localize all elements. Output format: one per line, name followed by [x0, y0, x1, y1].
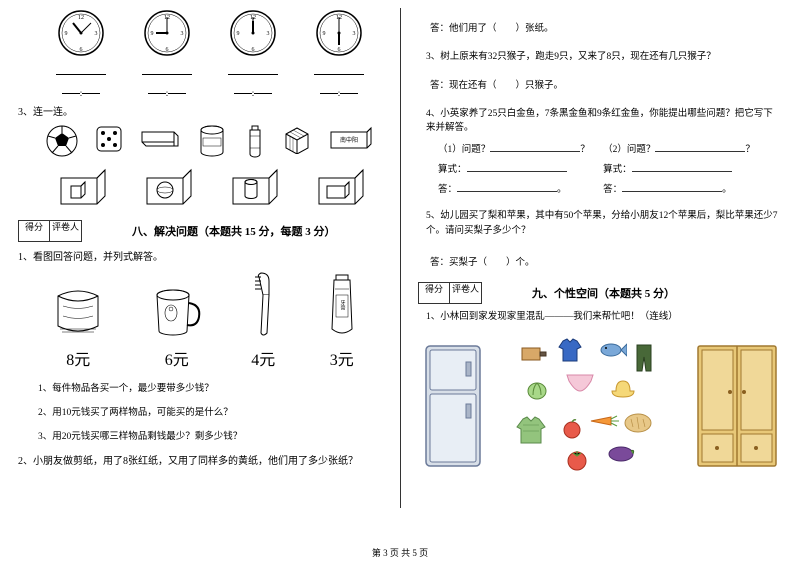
formula-label-2: 算式：: [603, 165, 632, 175]
fridge-icon: [418, 342, 488, 472]
open-box-cube-icon: [53, 164, 109, 208]
towel-icon: [48, 281, 108, 341]
q2-label: 2、小朋友做剪纸，用了8张红纸，又用了同样多的黄纸，他们用了多少张纸？: [18, 452, 382, 467]
price-1: 8元: [48, 346, 108, 370]
toothbrush-icon: [245, 271, 281, 341]
answer-row: 答：。 答：。: [438, 181, 782, 195]
section8-header: 得分 评卷人 八、解决问题（本题共 15 分，每题 3 分）: [18, 220, 382, 242]
svg-text:3: 3: [181, 31, 184, 37]
tomato-icon: [565, 447, 589, 471]
q5: 5、幼儿园买了梨和苹果，其中有50个苹果，分给小朋友12个苹果后，梨比苹果还少7…: [426, 209, 782, 238]
grader-label: 评卷人: [50, 220, 82, 242]
score-label: 得分: [18, 220, 50, 242]
toothpaste-icon: 牙膏: [322, 271, 362, 341]
cabbage-icon: [525, 377, 549, 401]
shirt-icon: [557, 337, 583, 363]
shapes-top-row: 南中阳: [38, 124, 382, 158]
problems-row: （1）问题？？ （2）问题？？: [438, 141, 782, 155]
sub-q2: 2、用10元钱买了两样物品，可能买的是什么？: [38, 404, 382, 418]
item-towel: 8元: [48, 281, 108, 370]
svg-text:12: 12: [78, 15, 84, 21]
price-3: 4元: [245, 346, 281, 370]
section9-title: 九、个性空间（本题共 5 分）: [532, 285, 675, 301]
svg-text:9: 9: [323, 31, 326, 37]
bottle-icon: [242, 124, 268, 158]
ans2: 答：他们用了（ ）张纸。: [430, 22, 782, 36]
clock-face-icon: 12 3 6 9: [56, 8, 106, 58]
score-label-9: 得分: [418, 282, 450, 304]
svg-text:3: 3: [95, 31, 98, 37]
section9-header: 得分 评卷人 九、个性空间（本题共 5 分）: [418, 282, 782, 304]
clock-face-icon: 12 3 6 9: [228, 8, 278, 58]
boxes-bottom-row: [38, 164, 382, 208]
ans5: 答：买梨子（ ）个。: [430, 256, 782, 270]
p1-label: （1）问题？: [438, 145, 490, 155]
wardrobe-icon: [692, 342, 782, 472]
svg-text:南中阳: 南中阳: [340, 136, 358, 144]
dice-icon: [94, 124, 124, 154]
q1-label: 1、看图回答问题，并列式解答。: [18, 248, 382, 263]
footer: 第 3 页 共 5 页: [0, 546, 800, 559]
rubiks-cube-icon: [282, 124, 312, 154]
cup-icon: [149, 281, 205, 341]
svg-text:6: 6: [252, 47, 255, 53]
svg-text:9: 9: [151, 31, 154, 37]
q9-1: 1、小林回到家发现家里混乱———我们来帮忙吧！（连线）: [426, 310, 782, 324]
ans-label-1: 答：: [438, 185, 457, 195]
sub-q1: 1、每件物品各买一个，最少要带多少钱？: [38, 380, 382, 394]
clocks-row: 12 3 6 9 : 12 3 6 9: [38, 8, 382, 99]
eggplant-icon: [605, 445, 635, 463]
underwear-icon: [565, 373, 595, 393]
svg-text:9: 9: [237, 31, 240, 37]
sorting-area: [418, 332, 782, 482]
clock-4: 12 3 6 9 :: [314, 8, 364, 99]
pants-icon: [633, 343, 655, 373]
price-4: 3元: [322, 346, 362, 370]
sub-q3: 3、用20元钱买哪三样物品剩钱最少？剩多少钱？: [38, 428, 382, 442]
ans-label-2: 答：: [603, 185, 622, 195]
svg-text:3: 3: [353, 31, 356, 37]
hat-icon: [610, 377, 636, 403]
section8-title: 八、解决问题（本题共 15 分，每题 3 分）: [132, 223, 336, 239]
formula-label-1: 算式：: [438, 165, 467, 175]
open-box-sphere-icon: [139, 164, 195, 208]
toothpaste-box-icon: 南中阳: [327, 124, 375, 152]
clock-face-icon: 12 3 6 9: [314, 8, 364, 58]
carrot-icon: [589, 413, 619, 429]
fish-icon: [599, 339, 627, 361]
svg-text:6: 6: [80, 47, 83, 53]
cleaver-icon: [520, 342, 548, 366]
sweater-icon: [515, 415, 547, 445]
item-toothpaste: 牙膏 3元: [322, 271, 362, 370]
price-2: 6元: [149, 346, 205, 370]
scattered-items: [515, 337, 665, 477]
open-box-cuboid-icon: [311, 164, 367, 208]
svg-text:牙膏: 牙膏: [339, 300, 345, 311]
clock-3: 12 3 6 9 :: [228, 8, 278, 99]
clock-2: 12 3 6 9 :: [142, 8, 192, 99]
grader-label-9: 评卷人: [450, 282, 482, 304]
q3-label: 3、连一连。: [18, 103, 382, 118]
apple-icon: [561, 417, 583, 439]
svg-text:3: 3: [267, 31, 270, 37]
item-cup: 6元: [149, 281, 205, 370]
bread-icon: [623, 411, 653, 435]
eraser-icon: [138, 124, 182, 150]
svg-text:6: 6: [166, 47, 169, 53]
items-row: 8元 6元 4元 牙膏 3元: [28, 271, 382, 370]
p2-label: （2）问题？: [603, 145, 655, 155]
can-icon: [197, 124, 227, 158]
clock-1: 12 3 6 9 :: [56, 8, 106, 99]
ans3: 答：现在还有（ ）只猴子。: [430, 79, 782, 93]
q3: 3、树上原来有32只猴子，跑走9只，又来了8只，现在还有几只猴子？: [426, 50, 782, 64]
q4: 4、小英家养了25只白金鱼，7条黑金鱼和9条红金鱼，你能提出哪些问题？把它写下来…: [426, 107, 782, 136]
item-toothbrush: 4元: [245, 271, 281, 370]
svg-text:6: 6: [338, 47, 341, 53]
formula-row: 算式： 算式：: [438, 161, 782, 175]
clock-face-icon: 12 3 6 9: [142, 8, 192, 58]
svg-text:9: 9: [65, 31, 68, 37]
open-box-cylinder-icon: [225, 164, 281, 208]
soccer-ball-icon: [45, 124, 79, 158]
